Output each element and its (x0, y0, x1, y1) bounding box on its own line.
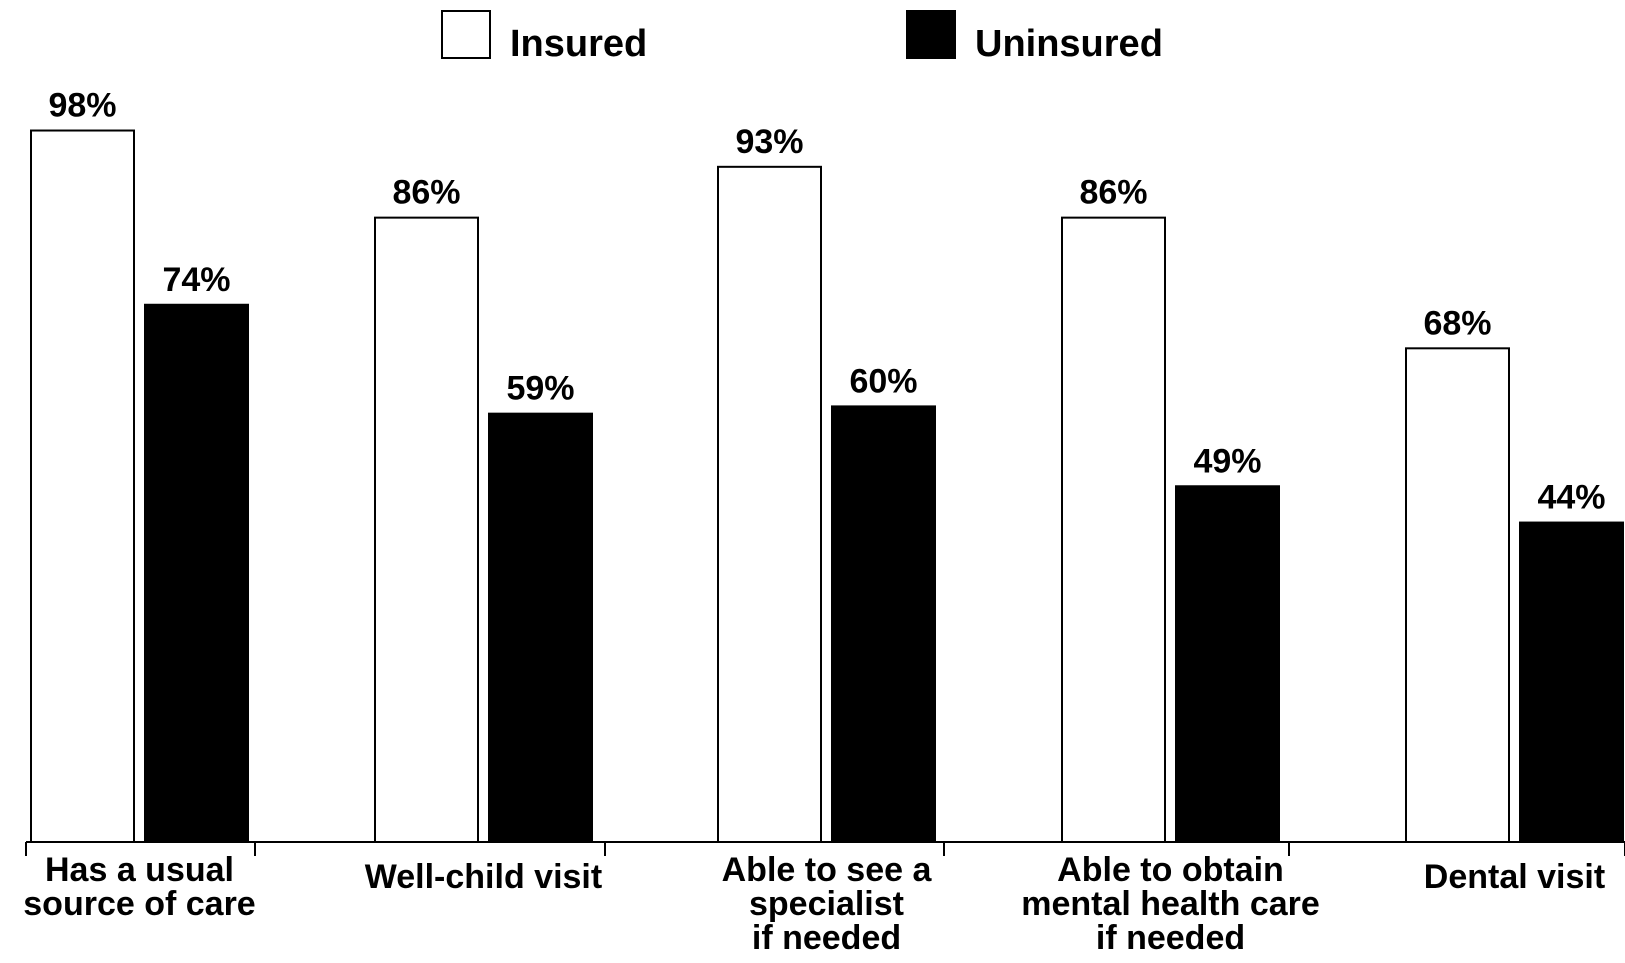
value-labels-group: 98% 86% 93% 86% 68% 74% 59% 60% 49% 44% (48, 87, 1605, 517)
bar-uninsured-4 (1175, 485, 1280, 843)
category-label-5-line-1: Dental visit (1424, 858, 1605, 896)
bar-insured-2 (374, 216, 479, 843)
legend: Insured Uninsured (441, 10, 1163, 65)
x-axis (25, 841, 1625, 856)
category-label-3-line-1: Able to see a (722, 851, 933, 889)
value-label-insured-2: 86% (392, 174, 460, 212)
bar-insured-1 (30, 129, 135, 843)
value-label-uninsured-4: 49% (1193, 442, 1261, 480)
value-label-uninsured-1: 74% (162, 261, 230, 299)
bar-insured-3 (717, 165, 822, 843)
category-label-4-line-1: Able to obtain (1057, 851, 1284, 889)
value-label-uninsured-3: 60% (849, 362, 917, 400)
value-label-uninsured-2: 59% (506, 370, 574, 408)
bar-uninsured-5 (1519, 521, 1624, 843)
category-label-1-line-2: source of care (23, 885, 255, 923)
bar-insured-5 (1405, 347, 1510, 843)
value-label-uninsured-5: 44% (1537, 479, 1605, 517)
legend-label-insured: Insured (510, 23, 647, 65)
category-label-4-line-2: mental health care (1021, 885, 1320, 923)
category-label-2-line-1: Well-child visit (365, 858, 602, 896)
bar-uninsured-2 (488, 412, 593, 843)
legend-swatch-uninsured (906, 10, 956, 59)
bar-uninsured-3 (831, 405, 936, 843)
value-label-insured-1: 98% (48, 87, 116, 125)
bars-group (30, 129, 1624, 843)
legend-label-uninsured: Uninsured (975, 23, 1163, 65)
category-label-4-line-3: if needed (1096, 919, 1245, 957)
category-label-3-line-3: if needed (752, 919, 901, 957)
value-label-insured-4: 86% (1079, 174, 1147, 212)
bar-insured-4 (1061, 216, 1166, 843)
bar-uninsured-1 (144, 303, 249, 843)
value-label-insured-3: 93% (735, 123, 803, 161)
value-label-insured-5: 68% (1423, 304, 1491, 342)
legend-swatch-insured (441, 10, 491, 59)
category-label-1-line-1: Has a usual (45, 851, 234, 889)
category-label-3-line-2: specialist (749, 885, 904, 923)
